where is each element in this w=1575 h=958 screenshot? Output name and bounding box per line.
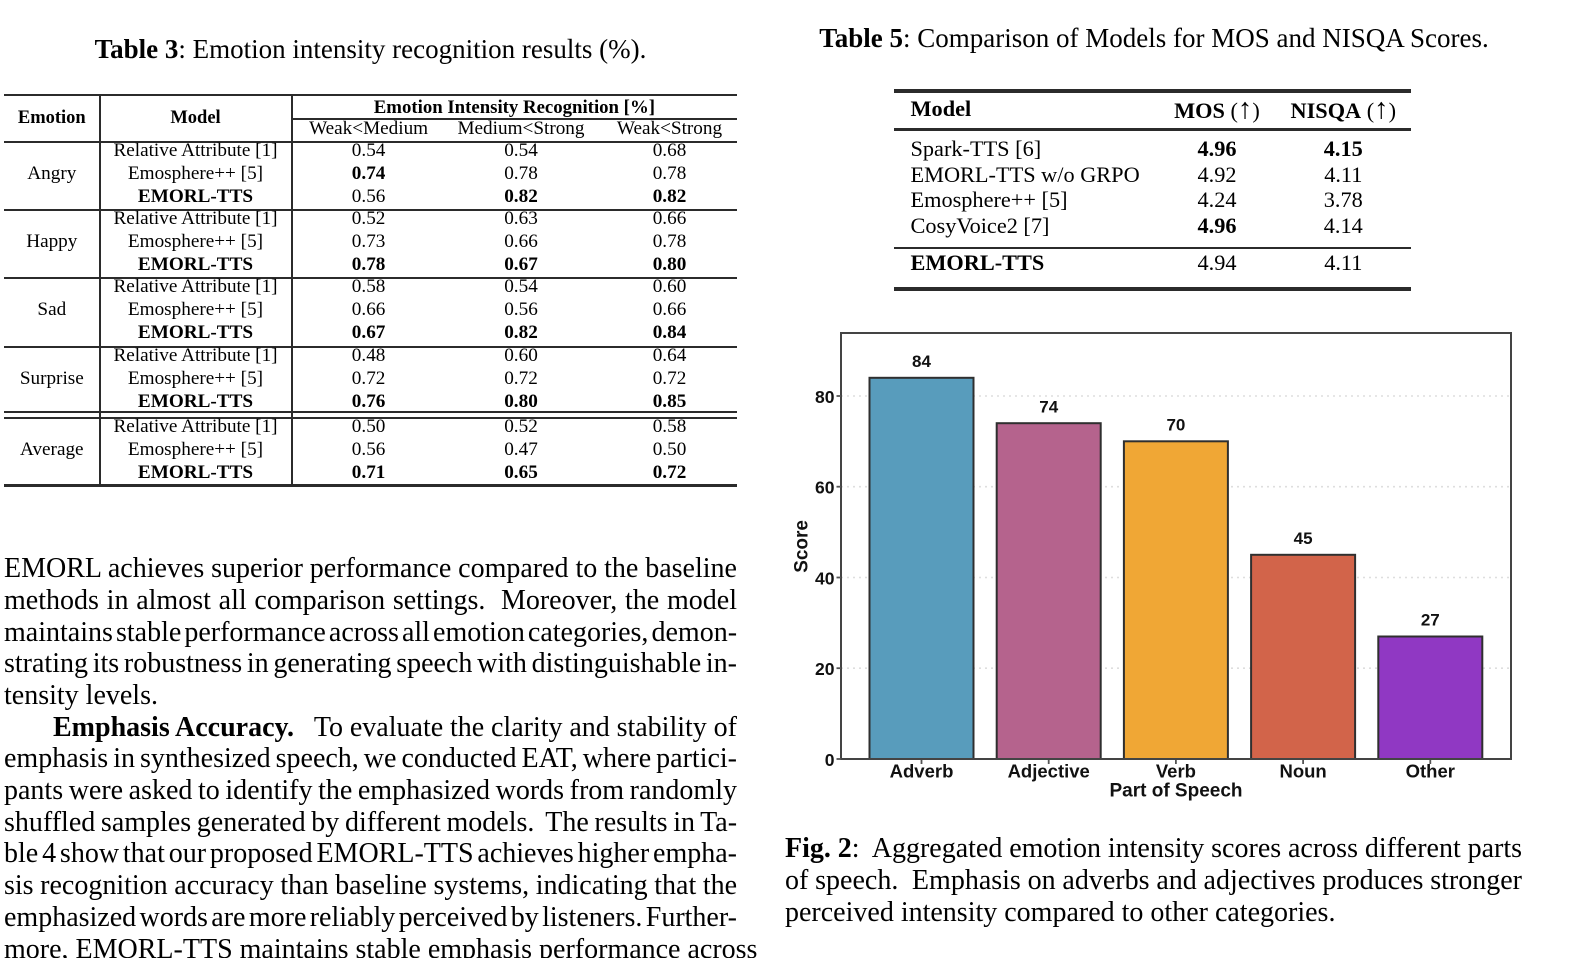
svg-text:0: 0 [825,750,835,770]
svg-text:40: 40 [815,568,835,588]
svg-text:70: 70 [1166,416,1185,435]
svg-text:60: 60 [815,478,835,498]
svg-text:Adverb: Adverb [890,760,954,781]
svg-text:Other: Other [1406,760,1455,781]
svg-text:84: 84 [912,352,931,371]
svg-text:Part of Speech: Part of Speech [1109,781,1242,802]
svg-text:74: 74 [1039,397,1058,416]
svg-text:45: 45 [1294,529,1313,548]
svg-text:Score: Score [791,520,812,573]
svg-text:20: 20 [815,659,835,679]
svg-text:Verb: Verb [1156,760,1196,781]
svg-text:Noun: Noun [1279,760,1326,781]
svg-text:Adjective: Adjective [1008,760,1090,781]
svg-text:27: 27 [1421,611,1440,630]
svg-text:80: 80 [815,387,835,407]
